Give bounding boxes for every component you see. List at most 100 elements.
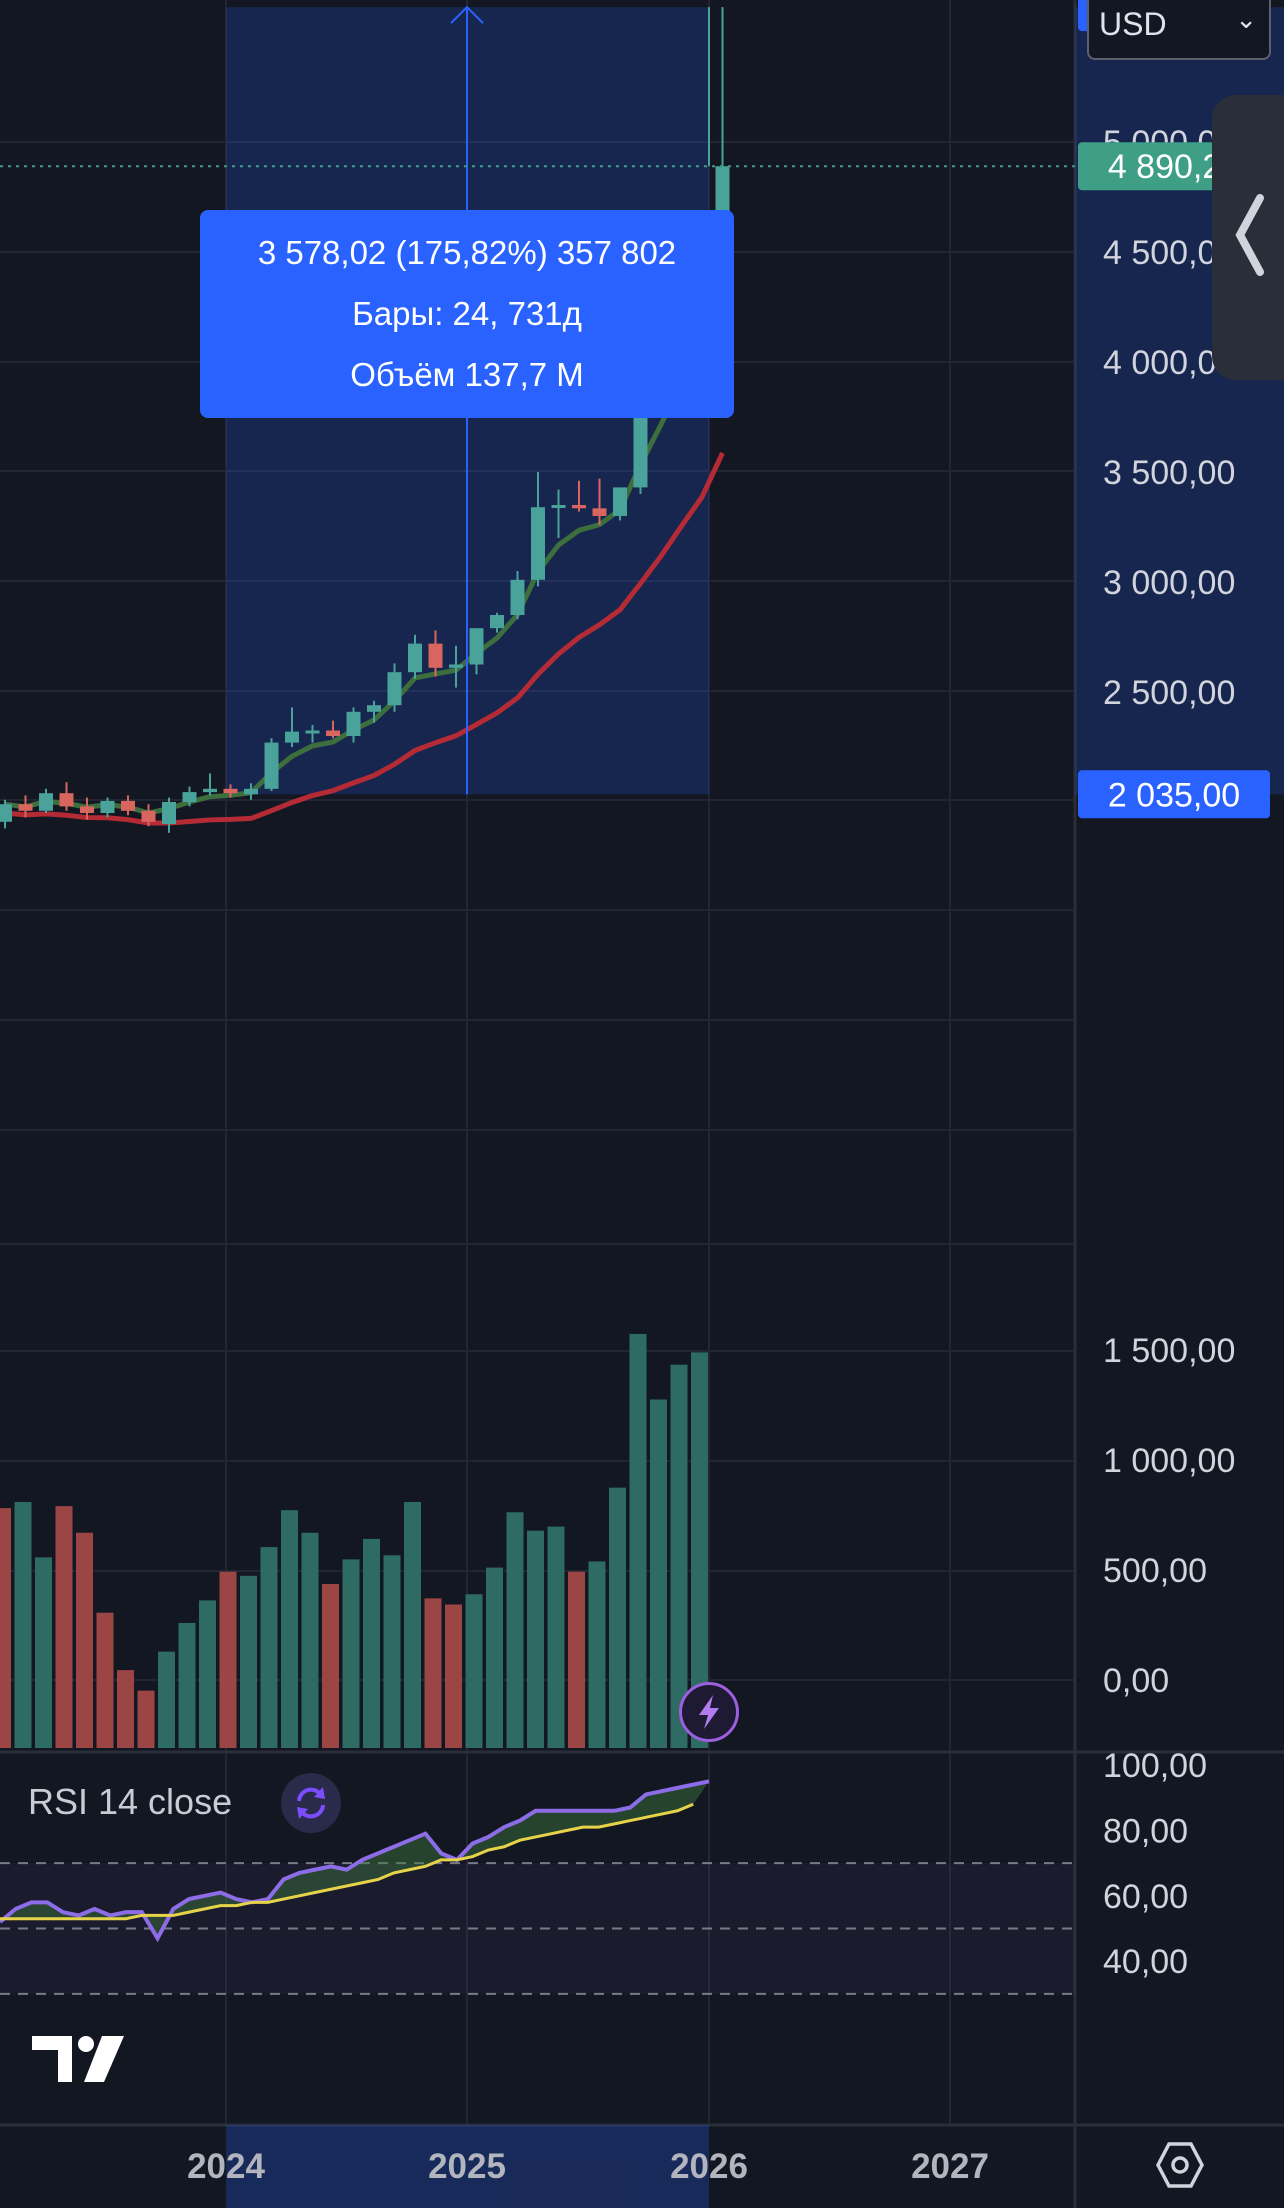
candle-body bbox=[182, 792, 197, 802]
measure-bars: Бары: 24, 731д bbox=[352, 295, 582, 332]
volume-bar bbox=[281, 1510, 298, 1748]
settings-icon[interactable] bbox=[1155, 2140, 1205, 2190]
volume-bar bbox=[383, 1555, 401, 1748]
volume-bar bbox=[547, 1526, 565, 1748]
candle-body bbox=[326, 730, 340, 736]
candle-body bbox=[18, 804, 33, 811]
measure-low-label: 2 035,00 bbox=[1108, 776, 1240, 814]
time-tick-label: 2026 bbox=[670, 2147, 748, 2186]
price-tick-label: 1 000,00 bbox=[1103, 1442, 1235, 1480]
rsi-ma-line bbox=[0, 1802, 694, 1921]
rsi-band bbox=[0, 1862, 1075, 1995]
rsi-tick-label: 100,00 bbox=[1103, 1747, 1207, 1785]
volume-bar bbox=[588, 1561, 606, 1748]
chevron-down-icon: ⌄ bbox=[1235, 4, 1257, 34]
candle-body bbox=[572, 505, 586, 509]
volume-bar bbox=[691, 1352, 708, 1748]
volume-bar bbox=[629, 1333, 647, 1748]
volume-bar bbox=[35, 1557, 52, 1748]
measure-volume: Объём 137,7 M bbox=[350, 356, 584, 393]
measure-change: 3 578,02 (175,82%) 357 802 bbox=[257, 234, 677, 271]
candle-body bbox=[141, 810, 156, 822]
price-tick-label: 3 000,00 bbox=[1103, 564, 1235, 602]
candle-body bbox=[551, 505, 566, 508]
rsi-refresh-button[interactable] bbox=[281, 1773, 341, 1833]
rsi-line bbox=[0, 1779, 710, 1943]
rsi-band-fill bbox=[0, 1863, 1075, 1994]
candle-body bbox=[428, 643, 443, 668]
candle-body bbox=[449, 664, 463, 668]
candle-body bbox=[39, 793, 53, 811]
rsi-tick-label: 60,00 bbox=[1103, 1878, 1188, 1916]
candle-body bbox=[633, 397, 648, 488]
volume-bar bbox=[14, 1502, 32, 1748]
refresh-icon bbox=[297, 1787, 325, 1819]
candle-body bbox=[121, 800, 135, 811]
volume-bar bbox=[506, 1512, 524, 1748]
volume-bar bbox=[260, 1547, 278, 1748]
time-tick-label: 2027 bbox=[911, 2147, 989, 2186]
volume-bar bbox=[301, 1532, 319, 1748]
volume-bar bbox=[404, 1502, 421, 1748]
volume-bar bbox=[650, 1399, 667, 1748]
volume-bars bbox=[0, 1333, 708, 1748]
candle-body bbox=[469, 628, 484, 665]
volume-bar bbox=[527, 1530, 544, 1748]
volume-bar bbox=[199, 1600, 216, 1748]
volume-bar bbox=[158, 1651, 175, 1748]
price-tick-label: 500,00 bbox=[1103, 1552, 1207, 1590]
measure-tooltip: 3 578,02 (175,82%) 357 802 Бары: 24, 731… bbox=[200, 210, 734, 418]
candle-body bbox=[162, 802, 176, 824]
volume-bar bbox=[55, 1506, 73, 1748]
candle-body bbox=[531, 507, 545, 580]
candle-body bbox=[0, 804, 12, 822]
chevron-left-icon bbox=[1235, 194, 1264, 276]
ema-slow-line bbox=[4, 451, 725, 826]
tradingview-logo bbox=[32, 2036, 124, 2082]
candle-body bbox=[223, 788, 238, 794]
alert-button[interactable] bbox=[679, 1682, 739, 1742]
candle-body bbox=[490, 615, 504, 629]
candle-body bbox=[592, 508, 607, 516]
candle-body bbox=[387, 672, 402, 706]
volume-bar bbox=[568, 1571, 585, 1748]
volume-bar bbox=[0, 1508, 11, 1748]
rsi-fill bbox=[0, 1781, 709, 1939]
measure-time-highlight bbox=[226, 2125, 709, 2208]
rsi-tick-label: 40,00 bbox=[1103, 1943, 1188, 1981]
volume-bar bbox=[219, 1571, 237, 1748]
volume-bar bbox=[322, 1584, 339, 1748]
volume-bar bbox=[609, 1487, 626, 1748]
lightning-icon bbox=[699, 1695, 719, 1729]
volume-bar bbox=[117, 1670, 134, 1748]
candle-body bbox=[285, 731, 299, 743]
rsi-lines bbox=[0, 1779, 710, 1943]
candle-body bbox=[100, 800, 115, 813]
rsi-indicator-label[interactable]: RSI 14 close bbox=[28, 1781, 233, 1822]
candle-body bbox=[305, 730, 320, 734]
candle-body bbox=[367, 705, 381, 712]
volume-bar bbox=[240, 1575, 257, 1748]
candle-body bbox=[80, 806, 94, 813]
volume-bar bbox=[96, 1612, 114, 1748]
candle-body bbox=[59, 793, 74, 807]
price-tick-label: 1 500,00 bbox=[1103, 1332, 1235, 1370]
price-tick-label: 3 500,00 bbox=[1103, 454, 1235, 492]
volume-bar bbox=[670, 1364, 688, 1748]
volume-bar bbox=[178, 1622, 196, 1748]
volume-bar bbox=[137, 1690, 155, 1748]
volume-bar bbox=[445, 1604, 462, 1748]
volume-bar bbox=[486, 1567, 503, 1748]
volume-bar bbox=[76, 1532, 93, 1748]
price-tick-label: 0,00 bbox=[1103, 1662, 1169, 1700]
candle-body bbox=[408, 643, 422, 673]
volume-bar bbox=[342, 1559, 360, 1748]
volume-bar bbox=[424, 1598, 442, 1748]
arrow-head bbox=[450, 5, 484, 24]
candle-body bbox=[244, 788, 258, 795]
currency-selector[interactable]: USD ⌄ bbox=[1087, 0, 1271, 60]
side-panel-toggle[interactable] bbox=[1212, 95, 1284, 380]
time-tick-label: 2025 bbox=[428, 2147, 506, 2186]
rsi-tick-label: 80,00 bbox=[1103, 1812, 1188, 1850]
volume-bar bbox=[363, 1538, 380, 1748]
